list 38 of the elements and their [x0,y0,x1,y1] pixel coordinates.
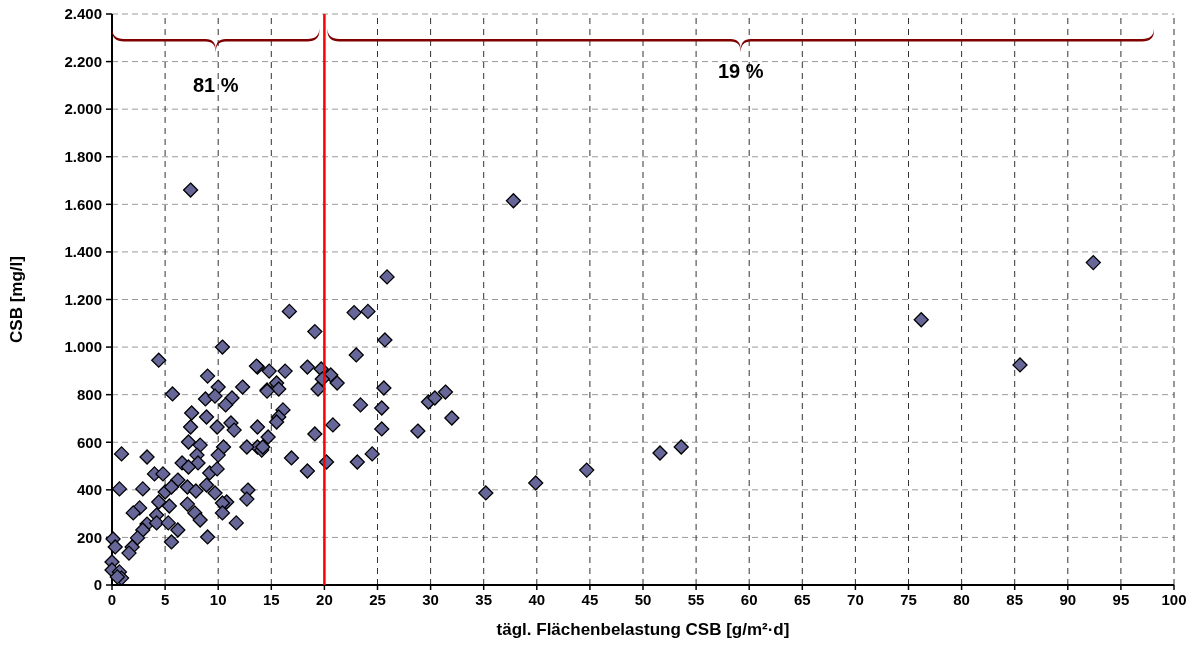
y-tick-label: 1.600 [64,195,102,213]
y-tick-label: 600 [76,433,102,451]
x-tick-label: 50 [634,591,652,608]
x-axis-title: tägl. Flächenbelastung CSB [g/m²·d] [496,620,790,639]
x-tick-label: 45 [581,591,599,608]
y-tick-label: 2.200 [64,52,102,70]
y-tick-label: 0 [93,576,102,594]
x-tick-label: 90 [1059,591,1077,608]
x-tick-label: 35 [475,591,493,608]
x-tick-label: 95 [1112,591,1130,608]
x-tick-label: 75 [900,591,917,608]
x-tick-label: 85 [1006,591,1024,608]
y-axis-title: CSB [mg/l] [7,256,26,343]
x-tick-label: 5 [160,591,170,608]
x-tick-label: 20 [316,591,333,608]
x-tick-label: 60 [740,591,758,608]
annotation: 81 % [192,74,239,96]
y-tick-label: 200 [76,528,102,546]
y-tick-label: 2.400 [64,5,102,23]
y-tick-label: 800 [76,385,102,403]
x-tick-label: 80 [953,591,970,608]
x-tick-label: 65 [793,591,811,608]
x-tick-label: 30 [422,591,439,608]
x-tick-label: 0 [107,591,117,608]
y-tick-label: 2.000 [64,100,102,118]
y-tick-label: 1.200 [64,290,102,308]
y-tick-label: 1.000 [64,338,102,356]
annotation: 19 % [717,60,764,82]
x-tick-label: 15 [262,591,280,608]
y-tick-label: 400 [76,481,102,499]
x-tick-label: 10 [209,591,227,608]
y-tick-label: 1.800 [64,148,102,165]
x-tick-label: 40 [528,591,546,608]
x-tick-label: 55 [687,591,705,608]
x-tick-label: 100 [1161,591,1187,608]
x-tick-label: 25 [369,591,386,608]
x-tick-label: 70 [847,591,864,608]
y-tick-label: 1.400 [64,243,102,261]
